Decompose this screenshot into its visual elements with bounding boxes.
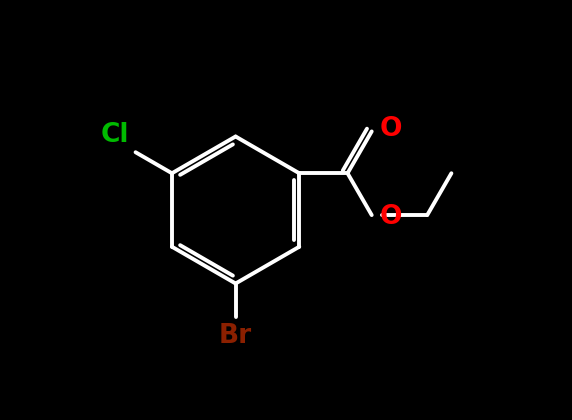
Text: Br: Br [219, 323, 252, 349]
Text: O: O [379, 204, 402, 230]
Text: Cl: Cl [101, 122, 129, 148]
Text: O: O [379, 116, 402, 142]
